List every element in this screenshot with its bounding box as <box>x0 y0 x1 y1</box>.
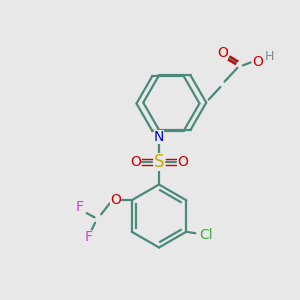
Text: S: S <box>154 153 164 171</box>
Text: O: O <box>130 155 141 169</box>
Text: F: F <box>84 230 92 244</box>
Text: N: N <box>154 130 164 143</box>
Text: O: O <box>177 155 188 169</box>
Text: Cl: Cl <box>199 228 213 242</box>
Text: O: O <box>110 193 121 207</box>
Text: H: H <box>265 50 274 63</box>
Text: O: O <box>217 46 228 60</box>
Text: F: F <box>76 200 84 214</box>
Text: O: O <box>252 56 263 69</box>
